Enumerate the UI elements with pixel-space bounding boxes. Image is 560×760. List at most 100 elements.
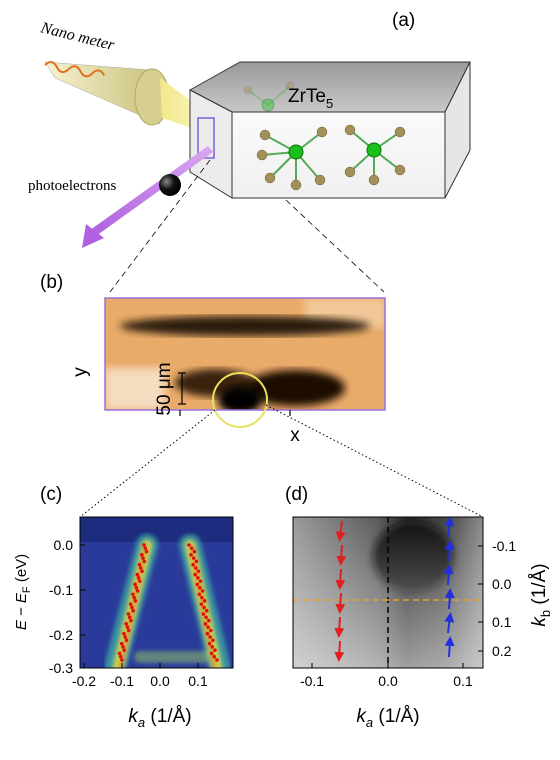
band-dot <box>198 586 202 590</box>
band-dot <box>130 606 134 610</box>
band-dot <box>206 632 210 636</box>
electron-label: photoelectrons <box>28 178 116 194</box>
band-dot <box>208 642 212 646</box>
band-dot <box>209 629 213 633</box>
band-dot <box>139 566 143 570</box>
band-dot <box>131 592 135 596</box>
zoom-lines <box>80 405 483 517</box>
band-dot <box>118 652 122 656</box>
band-dot <box>195 583 199 587</box>
band-dot <box>192 556 196 560</box>
band-dot <box>190 546 194 550</box>
x-axis-label: x <box>290 425 300 446</box>
figure: (a) Nano meter ZrTe5 photoelectrons (b) <box>0 0 560 760</box>
panel-label: (d) <box>285 484 308 505</box>
band-dot <box>124 622 128 626</box>
band-dot <box>122 632 126 636</box>
band-dot <box>134 599 138 603</box>
y-tick-label: -0.1 <box>492 538 516 554</box>
band-dot <box>128 615 132 619</box>
band-dot <box>129 602 133 606</box>
band-dot <box>187 543 191 547</box>
band-dot <box>138 579 142 583</box>
x-label-subscript: a <box>138 715 145 730</box>
band-dot <box>199 579 203 583</box>
band-dot <box>143 546 147 550</box>
band-dot <box>193 550 197 554</box>
band-dot <box>123 635 127 639</box>
band-dot <box>191 563 195 567</box>
x-tick-label: 0.0 <box>378 673 398 689</box>
y-tick-label: -0.2 <box>49 627 73 643</box>
band-dot <box>129 619 133 623</box>
band-dot <box>137 576 141 580</box>
band-dot <box>142 560 146 564</box>
band-dot <box>201 589 205 593</box>
x-tick-label: 0.1 <box>188 673 208 689</box>
band-dot <box>204 615 208 619</box>
panel-label: (a) <box>392 10 415 31</box>
band-dot <box>207 619 211 623</box>
x-tick-label: -0.2 <box>72 673 96 689</box>
sample-name: ZrTe <box>288 86 326 107</box>
band-dot <box>121 645 125 649</box>
band-dot <box>208 635 212 639</box>
band-dot <box>189 553 193 557</box>
band-dot <box>210 652 214 656</box>
x-tick-label: -0.1 <box>300 673 324 689</box>
y-label-unit: (1/Å) <box>529 563 550 609</box>
band-dot <box>125 638 129 642</box>
y-label-unit: (eV) <box>13 554 30 587</box>
band-dot <box>120 658 124 662</box>
band-dot <box>193 573 197 577</box>
x-axis-label: ka (1/Å) <box>356 706 419 730</box>
band-dot <box>126 625 130 629</box>
scale-bar-label: 50 μm <box>154 362 175 415</box>
y-tick-label: 0.0 <box>54 537 74 553</box>
band-dot <box>145 550 149 554</box>
band-dot <box>213 655 217 659</box>
band-dot <box>141 556 145 560</box>
y-label-subscript: b <box>538 610 553 617</box>
band-dot <box>197 569 201 573</box>
electron <box>159 174 181 196</box>
y-label-main: E − E <box>13 592 30 630</box>
band-dot <box>210 645 214 649</box>
sample-subscript: 5 <box>326 96 333 111</box>
band-dot <box>200 596 204 600</box>
band-dot <box>142 543 146 547</box>
band-dot <box>133 583 137 587</box>
band-dot <box>200 602 204 606</box>
band-dot <box>135 586 139 590</box>
source-label: Nano meter <box>38 19 117 54</box>
band-dot <box>195 560 199 564</box>
x-label-unit: (1/Å) <box>373 706 419 727</box>
band-dot <box>203 599 207 603</box>
y-tick-label: 0.0 <box>492 576 512 592</box>
y-tick-label: 0.1 <box>492 614 512 630</box>
y-tick-label: -0.1 <box>49 582 73 598</box>
y-tick-label: -0.3 <box>49 660 73 676</box>
band-dot <box>194 566 198 570</box>
band-dot <box>205 609 209 613</box>
band-dot <box>120 642 124 646</box>
band-dot <box>215 658 219 662</box>
momentum-map <box>293 517 483 668</box>
y-axis-label: E − EF (eV) <box>13 554 33 630</box>
y-axis-label: kb (1/Å) <box>529 563 553 626</box>
band-dot <box>136 589 140 593</box>
panel-label: (c) <box>40 484 62 505</box>
x-tick-label: 0.0 <box>150 673 170 689</box>
x-tick-label: 0.1 <box>453 673 473 689</box>
band-dot <box>122 648 126 652</box>
sample-image <box>105 298 385 414</box>
band-dot <box>211 638 215 642</box>
band-dot <box>196 576 200 580</box>
band-dot <box>138 563 142 567</box>
band-dot <box>136 573 140 577</box>
band-dot <box>206 625 210 629</box>
band-dot <box>119 655 123 659</box>
band-dot <box>140 569 144 573</box>
arpes-map <box>80 517 233 668</box>
band-dot <box>197 592 201 596</box>
